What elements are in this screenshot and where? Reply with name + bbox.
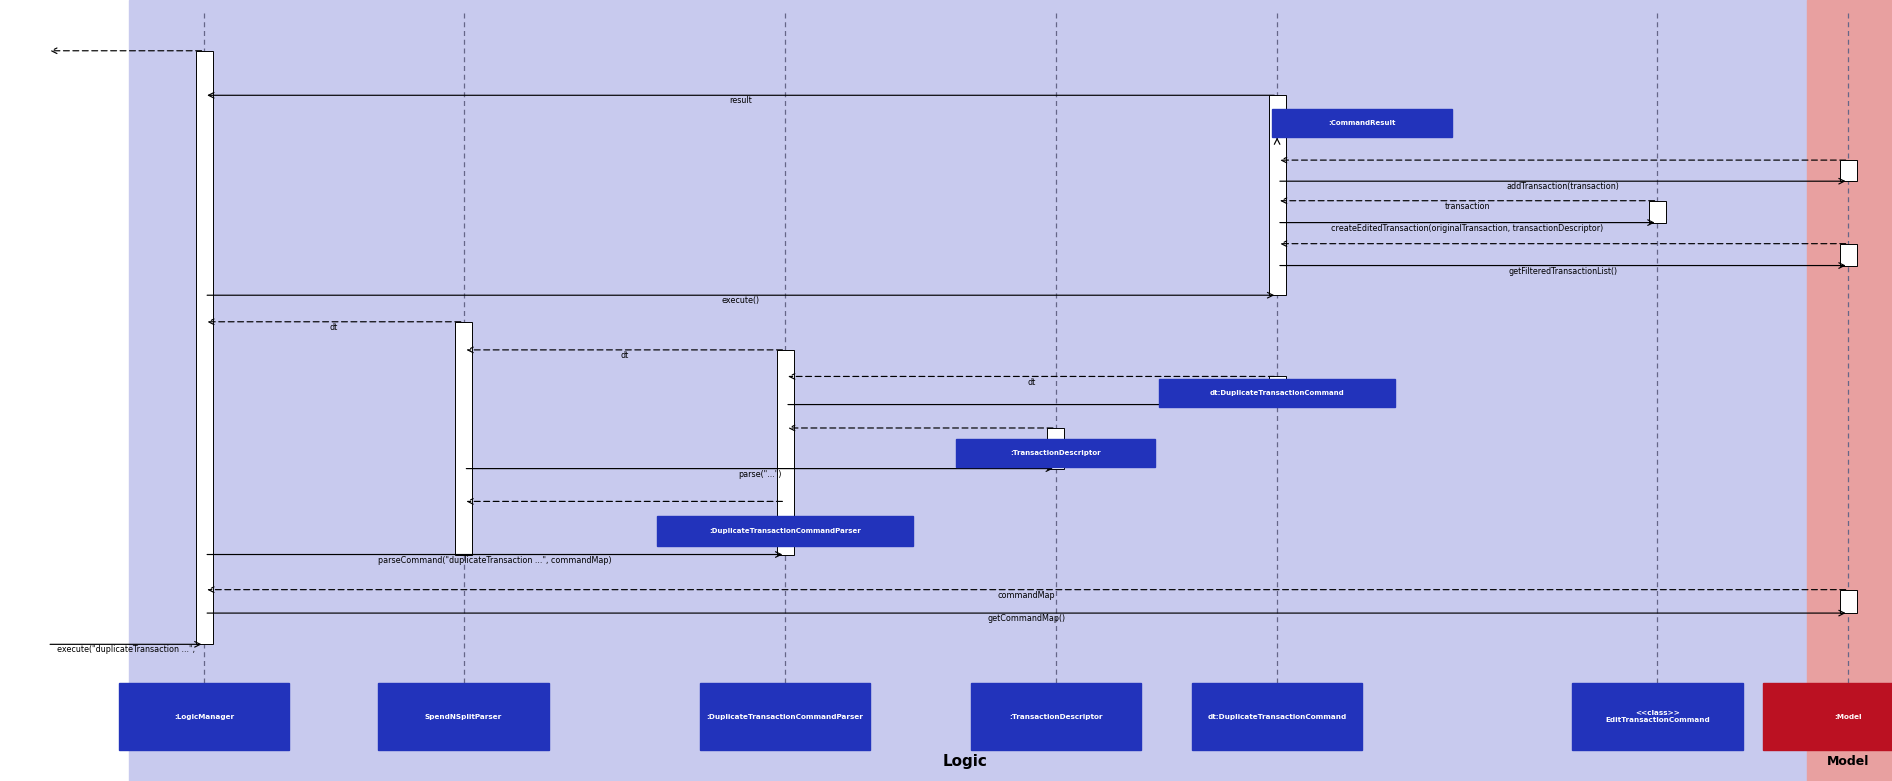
- Text: :TransactionDescriptor: :TransactionDescriptor: [1010, 450, 1101, 456]
- Text: commandMap: commandMap: [997, 590, 1056, 600]
- Bar: [1048, 428, 1063, 469]
- Bar: [957, 439, 1154, 467]
- Text: dt: dt: [1027, 377, 1035, 387]
- Bar: [658, 516, 912, 546]
- Bar: [129, 0, 1807, 781]
- Text: execute(): execute(): [721, 296, 761, 305]
- Text: addTransaction(transaction): addTransaction(transaction): [1506, 182, 1620, 191]
- Text: :LogicManager: :LogicManager: [174, 714, 235, 719]
- Bar: [1268, 376, 1287, 405]
- Bar: [1268, 95, 1287, 295]
- Text: dt: dt: [329, 323, 339, 332]
- Text: SpendNSplitParser: SpendNSplitParser: [426, 714, 501, 719]
- Text: result: result: [728, 96, 753, 105]
- Text: execute("duplicateTransaction ...",: execute("duplicateTransaction ...",: [57, 645, 195, 654]
- Text: dt:DuplicateTransactionCommand: dt:DuplicateTransactionCommand: [1207, 714, 1347, 719]
- Bar: [378, 683, 549, 750]
- Text: :Model: :Model: [1835, 714, 1862, 719]
- Bar: [1839, 244, 1858, 266]
- Text: parseCommand("duplicateTransaction ...", commandMap): parseCommand("duplicateTransaction ...",…: [378, 555, 611, 565]
- Text: :CommandResult: :CommandResult: [1328, 120, 1396, 127]
- Bar: [454, 322, 471, 555]
- Text: transaction: transaction: [1444, 201, 1491, 211]
- Bar: [1650, 201, 1667, 223]
- Bar: [1839, 590, 1858, 613]
- Text: getFilteredTransactionList(): getFilteredTransactionList(): [1508, 266, 1618, 276]
- Bar: [195, 51, 212, 644]
- Bar: [1763, 683, 1892, 750]
- Text: getCommandMap(): getCommandMap(): [988, 614, 1065, 623]
- Bar: [1271, 109, 1453, 137]
- Bar: [1192, 683, 1362, 750]
- Bar: [0, 0, 129, 781]
- Bar: [1572, 683, 1743, 750]
- Text: dt: dt: [621, 351, 628, 360]
- Text: Model: Model: [1828, 755, 1869, 768]
- Text: :DuplicateTransactionCommandParser: :DuplicateTransactionCommandParser: [708, 714, 863, 719]
- Text: <<class>>
EditTransactionCommand: <<class>> EditTransactionCommand: [1604, 710, 1710, 723]
- Text: Logic: Logic: [942, 754, 988, 769]
- Text: createEditedTransaction(originalTransaction, transactionDescriptor): createEditedTransaction(originalTransact…: [1332, 223, 1603, 233]
- Text: dt:DuplicateTransactionCommand: dt:DuplicateTransactionCommand: [1209, 390, 1345, 396]
- Bar: [1839, 160, 1858, 181]
- Bar: [1807, 0, 1892, 781]
- Bar: [700, 683, 870, 750]
- Text: :TransactionDescriptor: :TransactionDescriptor: [1008, 714, 1103, 719]
- Bar: [971, 683, 1141, 750]
- Bar: [776, 350, 795, 555]
- Bar: [1158, 379, 1394, 407]
- Text: parse("..."): parse("..."): [738, 469, 781, 479]
- Text: :DuplicateTransactionCommandParser: :DuplicateTransactionCommandParser: [710, 528, 861, 534]
- Bar: [119, 683, 289, 750]
